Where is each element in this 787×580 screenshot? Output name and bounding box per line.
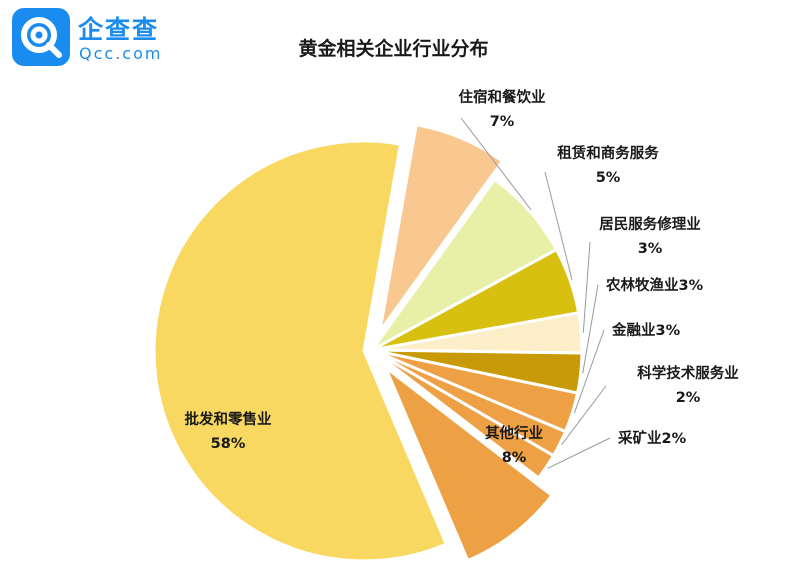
slice-value-3: 5% [596,170,621,186]
pie-slice-8 [371,348,556,481]
leader-line-7 [561,385,607,445]
slice-label-4: 居民服务修理业 [599,215,701,233]
slice-value-4: 3% [638,241,663,257]
slice-label-9: 其他行业 [485,424,543,442]
slice-label-3: 租赁和商务服务 [557,144,659,162]
slice-value-9: 8% [502,450,527,466]
slice-value-10: 58% [211,436,246,452]
leader-line-3 [544,171,573,280]
pie-slice-1 [378,123,505,333]
leader-line-2 [460,117,532,211]
chart-title: 黄金相关企业行业分布 [298,38,489,60]
slice-label-2: 住宿和餐饮业 [459,88,546,106]
slice-label-8: 采矿业2% [617,429,687,447]
slice-label-7: 科学技术服务业 [637,364,739,382]
logo-name: 企查查 [78,15,160,44]
pie-slice-10 [152,139,449,563]
slice-value-7: 2% [676,390,701,406]
slice-value-2: 7% [490,114,515,130]
logo-icon [12,8,70,66]
logo-url: Qcc.com [79,44,163,63]
qcc-logo: 企查查 Qcc.com [12,8,172,68]
slice-label-5: 农林牧渔业3% [605,276,704,294]
leader-line-6 [573,329,605,414]
leader-line-8 [547,437,611,469]
slice-label-6: 金融业3% [611,321,681,339]
pie-slice-9 [381,362,555,563]
leader-line-4 [582,241,591,333]
leader-line-5 [582,284,599,374]
slice-label-10: 批发和零售业 [185,410,272,428]
